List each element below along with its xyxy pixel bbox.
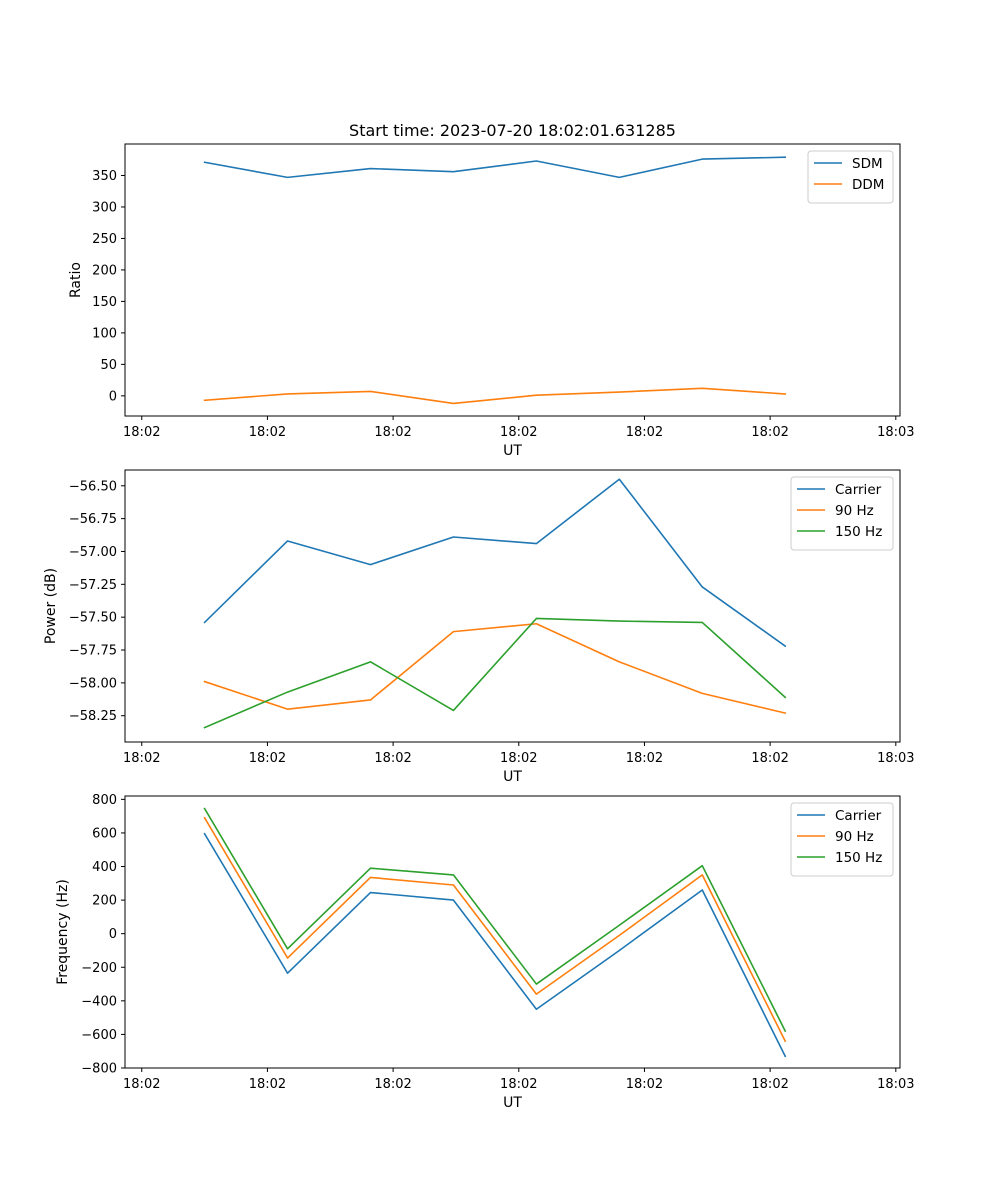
power-y-tick-label-3: −57.50 [69,611,117,626]
frequency-series-150-hz-line [203,807,787,1033]
power-x-tick-label-1: 18:02 [249,751,286,766]
power-x-tick-label-5: 18:02 [751,751,788,766]
power-y-tick-label-0: −58.25 [69,709,117,724]
ratio-y-tick-label-5: 250 [92,232,117,247]
ratio-x-tick-label-1: 18:02 [249,425,286,440]
frequency-x-tick-label-6: 18:03 [877,1077,914,1092]
frequency-legend-label-1: 90 Hz [835,829,874,845]
frequency-axes-frame [124,795,901,1069]
frequency-y-tick-label-5: 200 [92,894,117,909]
frequency-legend-label-0: Carrier [835,808,882,824]
power-y-tick-label-2: −57.75 [69,644,117,659]
frequency-y-tick-label-8: 800 [92,793,117,808]
ratio-x-tick-label-5: 18:02 [751,425,788,440]
ratio-legend: SDM DDM [807,150,894,204]
ratio-x-tick-label-6: 18:03 [877,425,914,440]
frequency-x-tick-label-4: 18:02 [626,1077,663,1092]
ratio-x-tick-label-3: 18:02 [500,425,537,440]
ratio-legend-label-1: DDM [852,177,884,193]
frequency-y-tick-label-6: 400 [92,860,117,875]
frequency-y-tick-label-3: −200 [81,961,117,976]
frequency-legend: Carrier 90 Hz 150 Hz [790,802,894,877]
frequency-x-tick-label-0: 18:02 [123,1077,160,1092]
frequency-x-tick-label-5: 18:02 [751,1077,788,1092]
frequency-legend-label-2: 150 Hz [835,850,882,866]
frequency-series-90-hz-line [203,816,787,1043]
power-legend-label-0: Carrier [835,482,882,498]
panel-power: 18:02 18:02 18:02 18:02 18:02 18:02 18:03 −58.2… [43,469,915,785]
frequency-y-tick-label-7: 600 [92,826,117,841]
figure-title: Start time: 2023-07-20 18:02:01.631285 [349,121,676,140]
ratio-y-tick-label-6: 300 [92,200,117,215]
frequency-y-tick-label-2: −400 [81,994,117,1009]
power-legend-label-1: 90 Hz [835,503,874,519]
power-series-150-hz-line [203,617,787,729]
frequency-y-tick-label-1: −600 [81,1028,117,1043]
panel-frequency: 18:02 18:02 18:02 18:02 18:02 18:02 18:03 −800 −… [55,793,915,1111]
power-legend: Carrier 90 Hz 150 Hz [790,476,894,551]
power-x-axis-label: UT [503,769,522,785]
ratio-x-axis-label: UT [503,443,522,459]
ratio-legend-label-0: SDM [852,156,883,172]
panels: 18:02 18:02 18:02 18:02 18:02 18:02 18:03 0 50 10… [43,143,915,1111]
power-x-tick-label-4: 18:02 [626,751,663,766]
ratio-x-tick-label-4: 18:02 [626,425,663,440]
ratio-x-tick-label-2: 18:02 [374,425,411,440]
frequency-series-carrier-line [203,832,787,1058]
panel-ratio: 18:02 18:02 18:02 18:02 18:02 18:02 18:03 0 50 10… [68,143,915,459]
frequency-x-axis-label: UT [503,1095,522,1111]
ratio-x-tick-label-0: 18:02 [123,425,160,440]
power-y-tick-label-7: −56.50 [69,479,117,494]
ratio-y-tick-label-3: 150 [92,295,117,310]
frequency-y-tick-label-0: −800 [81,1062,117,1077]
power-series-carrier-line [203,478,787,648]
frequency-x-tick-label-1: 18:02 [249,1077,286,1092]
power-y-axis-label: Power (dB) [43,568,59,644]
ratio-y-axis-label: Ratio [68,262,84,298]
ratio-axes-frame [124,143,901,417]
power-legend-label-2: 150 Hz [835,524,882,540]
ratio-legend-box [807,150,894,204]
power-axes-frame [124,469,901,743]
ratio-y-tick-label-1: 50 [100,358,117,373]
ratio-series-sdm-line [203,156,787,179]
power-y-tick-label-5: −57.00 [69,545,117,560]
power-series-90-hz-line [203,622,787,715]
frequency-x-tick-label-3: 18:02 [500,1077,537,1092]
power-x-tick-label-6: 18:03 [877,751,914,766]
frequency-y-axis-label: Frequency (Hz) [55,879,71,985]
ratio-y-tick-label-0: 0 [109,389,117,404]
ratio-series-ddm-line [203,387,787,405]
frequency-y-tick-label-4: 0 [109,927,117,942]
power-y-tick-label-6: −56.75 [69,512,117,527]
ratio-y-tick-label-4: 200 [92,263,117,278]
ratio-y-tick-label-7: 350 [92,169,117,184]
power-x-tick-label-3: 18:02 [500,751,537,766]
frequency-x-tick-label-2: 18:02 [374,1077,411,1092]
power-y-tick-label-4: −57.25 [69,578,117,593]
power-x-tick-label-0: 18:02 [123,751,160,766]
ratio-y-tick-label-2: 100 [92,326,117,341]
power-x-tick-label-2: 18:02 [374,751,411,766]
power-y-tick-label-1: −58.00 [69,676,117,691]
